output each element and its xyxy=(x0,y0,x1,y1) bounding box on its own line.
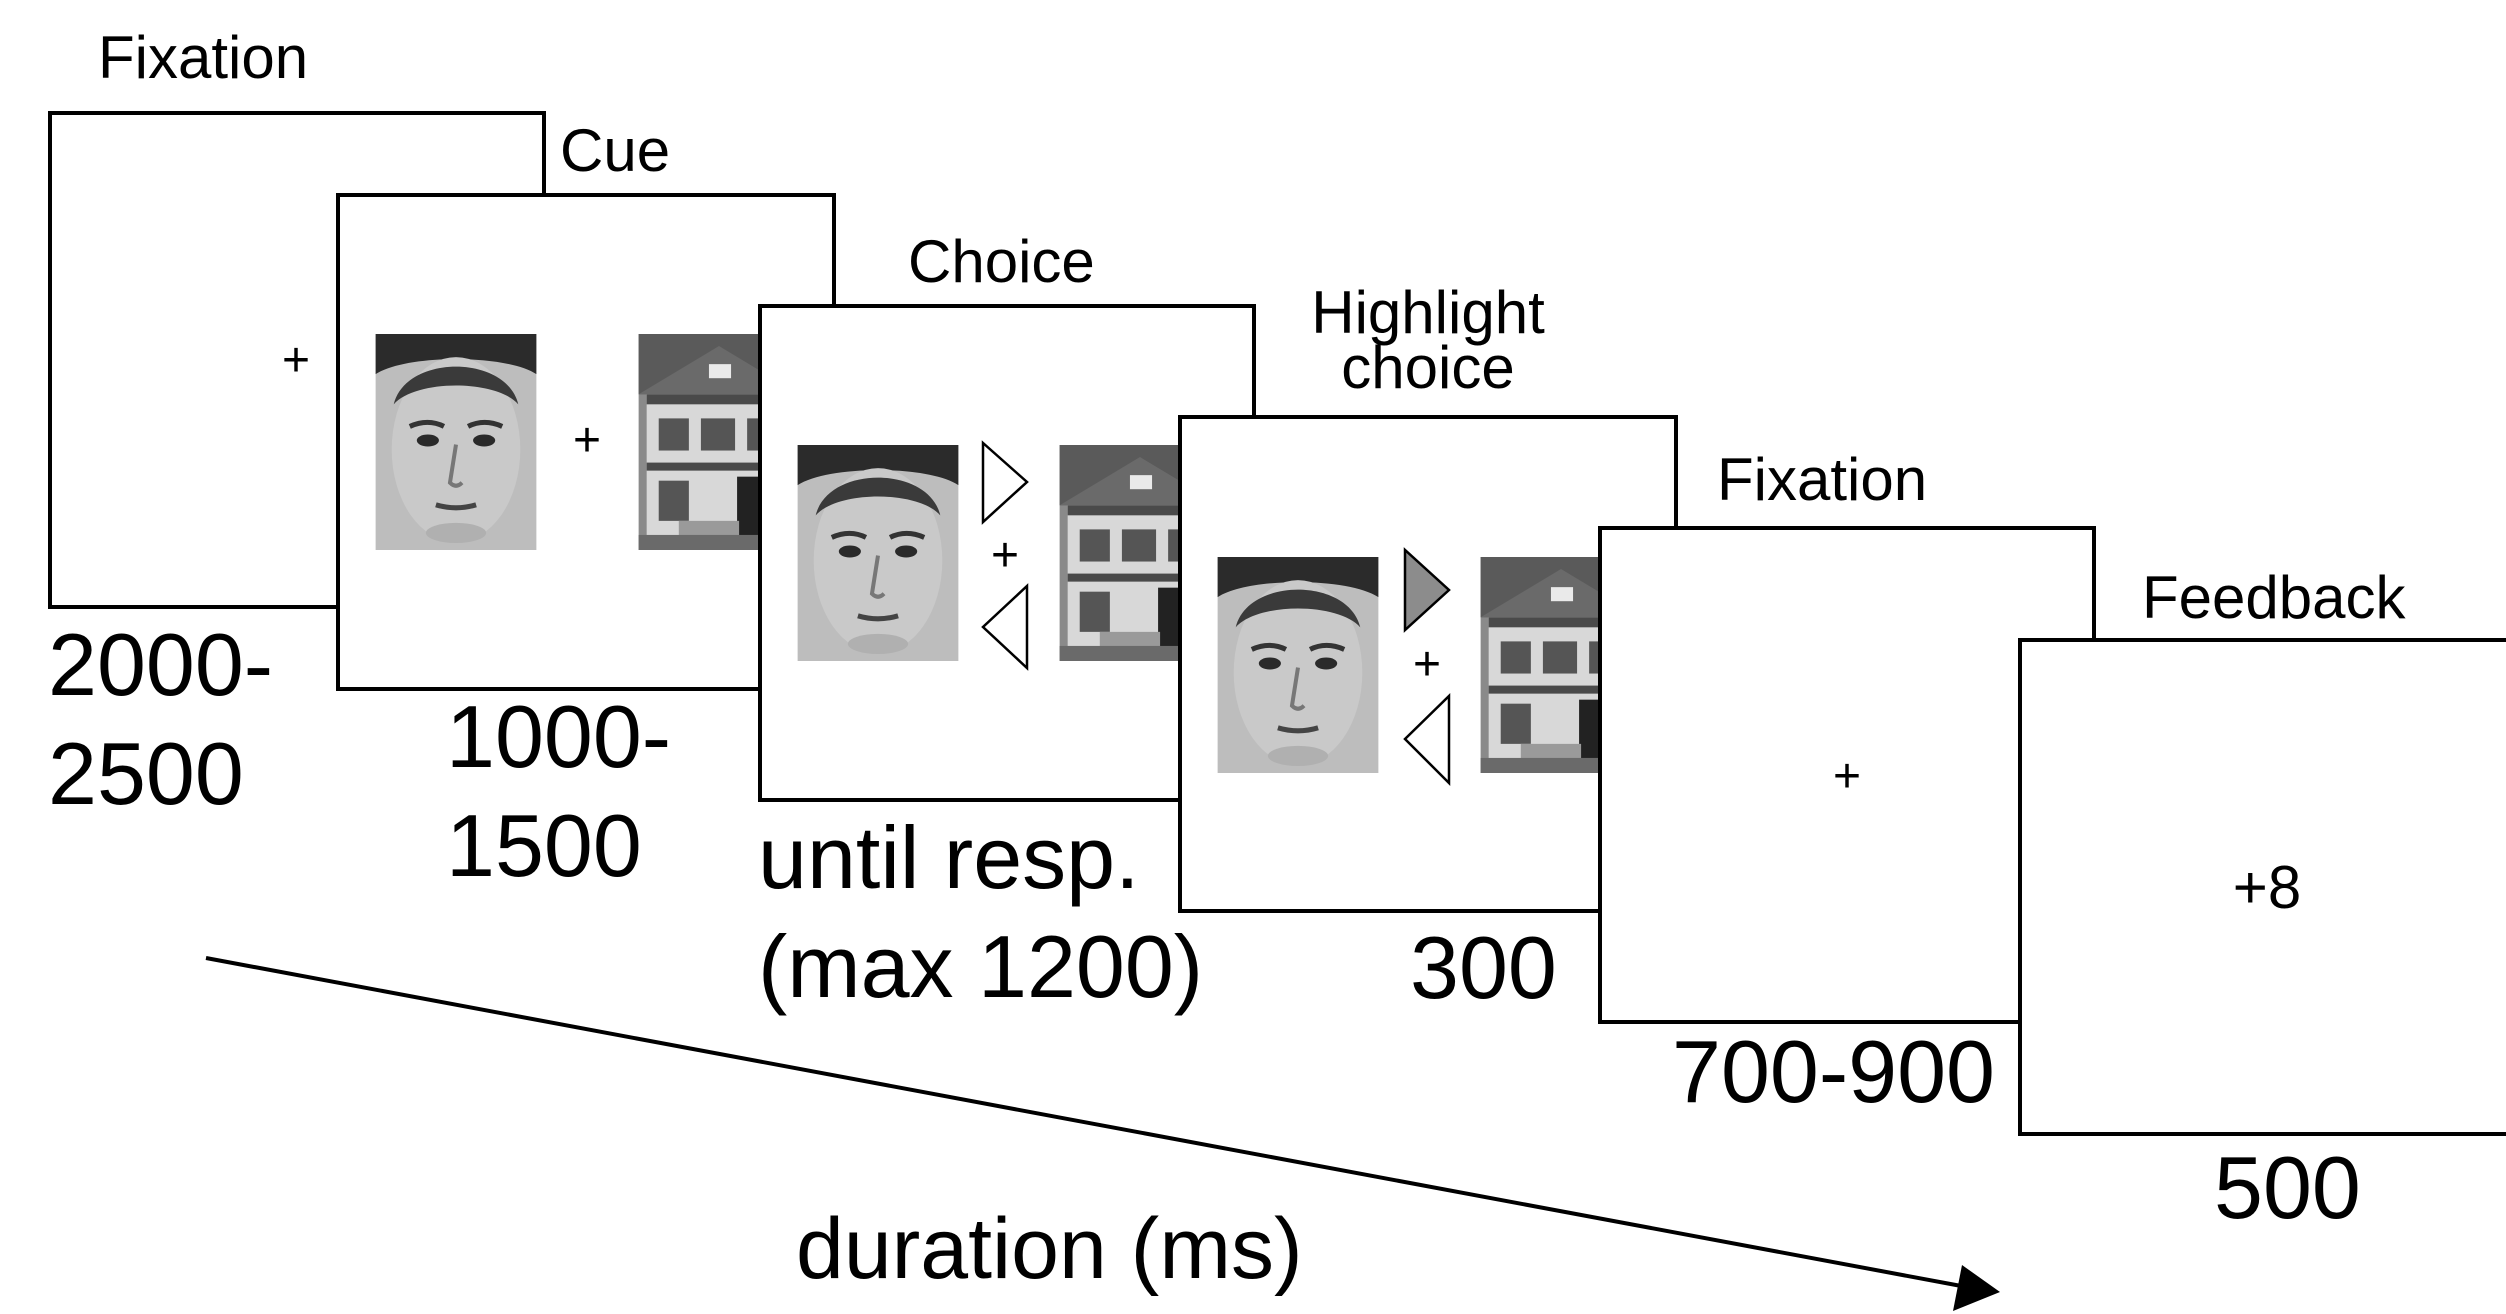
face-image xyxy=(798,445,959,661)
highlighted-right-arrow-icon xyxy=(1403,547,1451,633)
duration-fixation-1-line-1: 2000- xyxy=(48,615,273,714)
duration-cue-line-2: 1500 xyxy=(446,796,642,895)
left-arrow-icon xyxy=(981,583,1029,671)
stage-choice: + xyxy=(758,304,1256,802)
duration-feedback: 500 xyxy=(2214,1138,2361,1237)
fixation-cross: + xyxy=(991,529,1019,582)
stage-label-fixation-2: Fixation xyxy=(1717,446,1927,513)
stage-highlight-choice: + xyxy=(1178,415,1678,913)
time-axis-arrowhead xyxy=(1953,1265,2000,1311)
duration-choice-line-2: (max 1200) xyxy=(758,917,1203,1016)
time-axis-line xyxy=(205,956,1973,1290)
duration-fixation-2: 700-900 xyxy=(1672,1022,1995,1121)
stage-label-cue: Cue xyxy=(560,117,670,184)
stage-label-feedback: Feedback xyxy=(2142,564,2406,631)
duration-choice-line-1: until resp. xyxy=(758,808,1140,907)
stage-feedback: +8 xyxy=(2018,638,2506,1136)
fixation-cross: + xyxy=(1833,750,1861,803)
fixation-cross: + xyxy=(573,414,601,467)
stage-label-fixation-1: Fixation xyxy=(98,24,308,91)
axis-label: duration (ms) xyxy=(796,1201,1303,1297)
duration-cue-line-1: 1000- xyxy=(446,687,671,786)
face-image xyxy=(1218,557,1379,773)
fixation-cross: + xyxy=(282,334,310,387)
duration-fixation-1-line-2: 2500 xyxy=(48,724,244,823)
screen-fixation-2 xyxy=(1598,526,2096,1024)
feedback-value: +8 xyxy=(2233,854,2301,921)
right-arrow-icon xyxy=(981,440,1029,525)
stage-fixation-2: + xyxy=(1598,526,2096,1024)
face-image xyxy=(376,334,537,550)
stage-cue: + xyxy=(336,193,836,691)
time-axis xyxy=(205,956,2000,1311)
stage-label-choice: Choice xyxy=(908,228,1095,295)
stage-label-highlight-line-1: Highlight xyxy=(1311,279,1545,346)
left-arrow-icon xyxy=(1403,693,1451,787)
screen-feedback xyxy=(2018,638,2506,1136)
stage-label-highlight-line-2: choice xyxy=(1341,334,1514,401)
duration-highlight: 300 xyxy=(1410,918,1557,1017)
fixation-cross: + xyxy=(1413,638,1441,691)
